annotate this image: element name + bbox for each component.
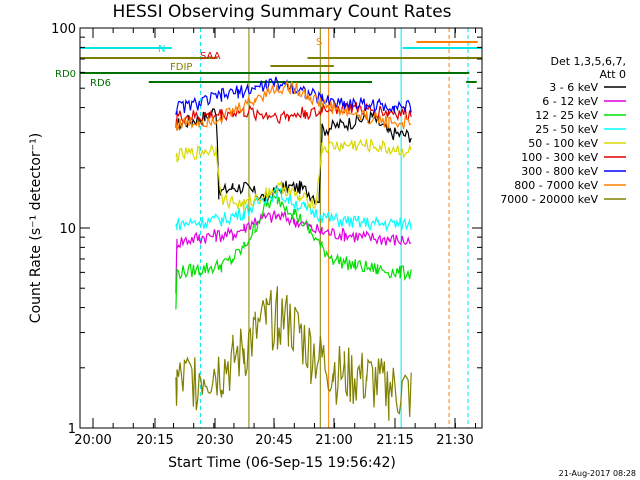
flag-label-rd6: RD6 <box>90 78 111 89</box>
x-tick-label-0: 20:00 <box>74 433 111 448</box>
legend-label-4: 50 - 100 keV <box>528 137 598 150</box>
y-tick-label-2: 100 <box>51 22 76 37</box>
legend-title-line-1: Det 1,3,5,6,7, <box>550 55 626 68</box>
x-tick-label-3: 20:45 <box>255 433 292 448</box>
chart-title: HESSI Observing Summary Count Rates <box>112 2 451 22</box>
flag-label-n: N <box>158 44 165 55</box>
legend-label-8: 7000 - 20000 keV <box>500 193 598 206</box>
legend-label-3: 25 - 50 keV <box>535 123 598 136</box>
x-tick-label-5: 21:15 <box>376 433 413 448</box>
y-tick-label-0: 1 <box>68 422 76 437</box>
series-line-7 <box>175 80 412 131</box>
y-axis-label: Count Rate (s⁻¹ detector⁻¹) <box>28 133 44 323</box>
legend-label-1: 6 - 12 keV <box>542 95 598 108</box>
flag-label-saa: SAA <box>200 51 221 62</box>
x-axis-label: Start Time (06-Sep-15 19:56:42) <box>168 455 396 471</box>
series-line-8 <box>175 286 412 421</box>
legend-label-2: 12 - 25 keV <box>535 109 598 122</box>
series-line-4 <box>175 138 412 211</box>
legend-label-5: 100 - 300 keV <box>521 151 598 164</box>
legend-label-0: 3 - 6 keV <box>549 81 598 94</box>
flag-label-fdip: FDIP <box>170 62 192 73</box>
y-tick-label-1: 10 <box>59 222 76 237</box>
series-line-2 <box>175 194 412 310</box>
timestamp-label: 21-Aug-2017 08:28 <box>559 469 636 478</box>
plot-area <box>80 28 482 428</box>
series-line-3 <box>175 184 412 232</box>
flag-label-s: S <box>316 37 322 48</box>
x-tick-label-2: 20:30 <box>196 433 233 448</box>
series-line-0 <box>175 108 412 205</box>
flag-label-rd0: RD0 <box>55 69 76 80</box>
x-tick-label-6: 21:30 <box>436 433 473 448</box>
x-tick-label-4: 21:00 <box>315 433 352 448</box>
legend-title-line-2: Att 0 <box>600 68 626 81</box>
legend-label-7: 800 - 7000 keV <box>514 179 598 192</box>
legend-label-6: 300 - 800 keV <box>521 165 598 178</box>
x-tick-label-1: 20:15 <box>136 433 173 448</box>
